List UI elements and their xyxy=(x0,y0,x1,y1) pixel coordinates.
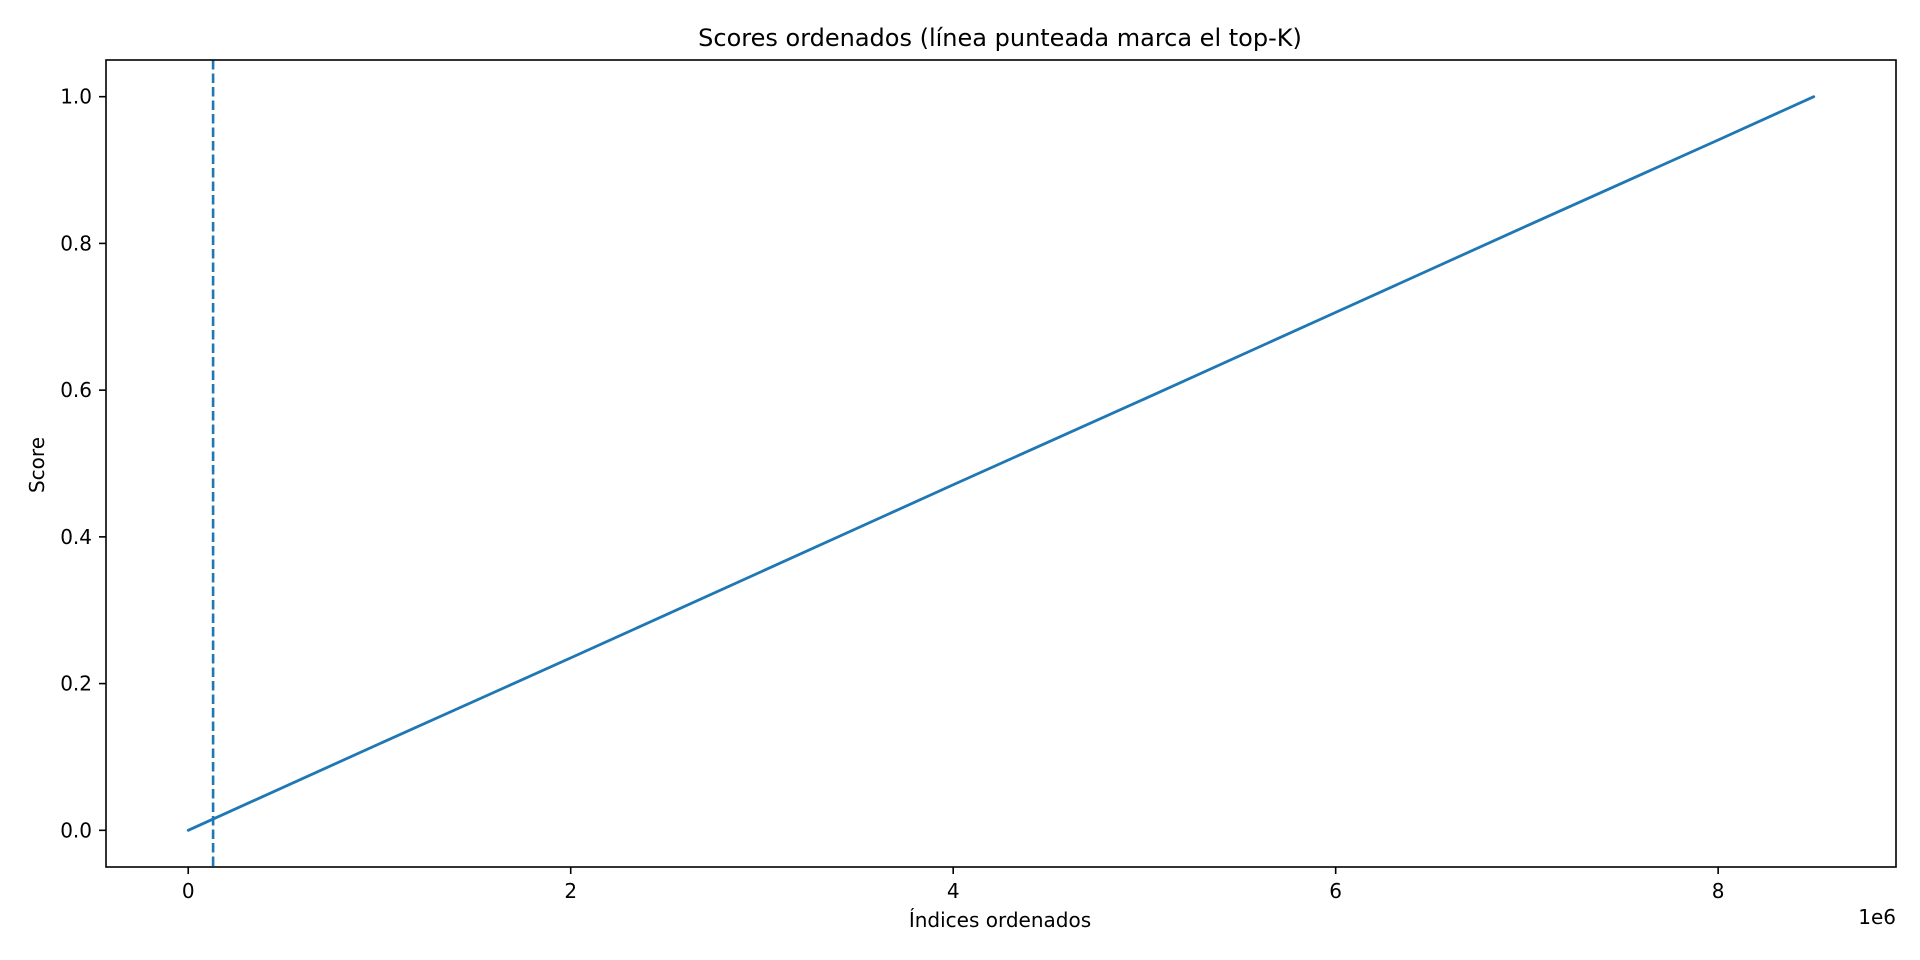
y-tick-label: 0.8 xyxy=(60,231,92,255)
x-tick-label: 2 xyxy=(564,879,577,903)
y-tick-label: 0.6 xyxy=(60,378,92,402)
y-tick-label: 0.0 xyxy=(60,818,92,842)
y-axis-label: Score xyxy=(25,437,49,493)
x-tick-label: 4 xyxy=(947,879,960,903)
score-series-line xyxy=(186,95,1816,832)
y-tick-label: 1.0 xyxy=(60,85,92,109)
x-tick-label: 8 xyxy=(1712,879,1725,903)
x-tick-label: 6 xyxy=(1329,879,1342,903)
axes-frame xyxy=(105,59,1897,868)
plot-area xyxy=(186,60,1816,867)
x-axis-offset-text: 1e6 xyxy=(1858,905,1896,929)
y-tick-label: 0.4 xyxy=(60,525,92,549)
y-tick-label: 0.2 xyxy=(60,672,92,696)
axis-ticks: 0 2 4 6 8 0.0 0.2 0.4 0.6 0.8 1.0 xyxy=(60,85,1724,903)
chart-title: Scores ordenados (línea punteada marca e… xyxy=(698,24,1302,52)
x-tick-label: 0 xyxy=(182,879,195,903)
x-axis-label: Índices ordenados xyxy=(909,908,1091,932)
